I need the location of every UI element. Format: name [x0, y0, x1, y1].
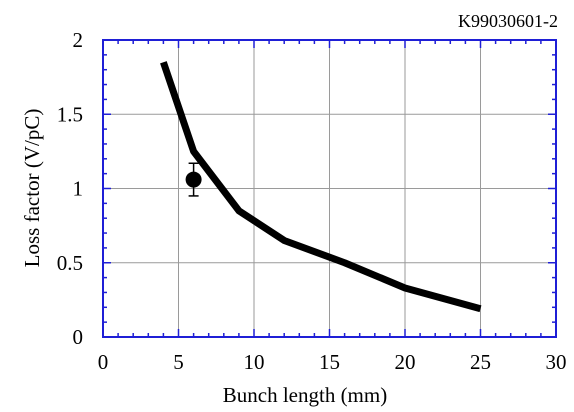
measured-points: [185, 162, 202, 197]
x-tick-label-1: 5: [173, 350, 184, 374]
x-tick-label-3: 15: [319, 350, 340, 374]
x-tick-label-6: 30: [546, 350, 567, 374]
grid: [103, 40, 556, 337]
y-axis-title: Loss factor (V/pC): [20, 109, 44, 268]
loss-factor-line: [160, 61, 482, 313]
y-tick-label-2: 1: [73, 177, 84, 201]
y-tick-label-3: 1.5: [57, 102, 83, 126]
x-tick-label-5: 25: [470, 350, 491, 374]
x-tick-label-0: 0: [98, 350, 109, 374]
measured-point-0: [185, 171, 202, 188]
y-tick-label-0: 0: [73, 325, 84, 349]
x-tick-labels: 0 5 10 15 20 25 30: [98, 350, 567, 374]
x-tick-label-2: 10: [244, 350, 265, 374]
x-tick-label-4: 20: [395, 350, 416, 374]
axis-ticks: [102, 39, 557, 338]
x-axis-title: Bunch length (mm): [223, 383, 387, 407]
y-tick-label-1: 0.5: [57, 251, 83, 275]
figure-id: K99030601-2: [458, 11, 558, 31]
y-tick-label-4: 2: [73, 28, 84, 52]
y-tick-labels: 0 0.5 1 1.5 2: [57, 28, 83, 349]
